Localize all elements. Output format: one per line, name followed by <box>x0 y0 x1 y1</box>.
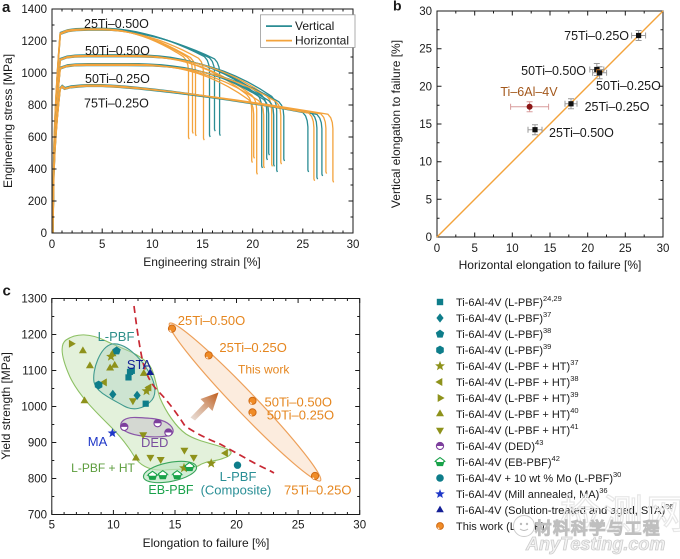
svg-text:600: 600 <box>28 132 47 144</box>
svg-text:25: 25 <box>296 239 309 251</box>
svg-text:Ti-6Al-4V (L-PBF + HT)38: Ti-6Al-4V (L-PBF + HT)38 <box>456 374 579 389</box>
svg-text:0: 0 <box>434 243 440 255</box>
svg-text:1300: 1300 <box>21 294 47 306</box>
svg-text:25Ti–0.50O: 25Ti–0.50O <box>178 313 245 328</box>
svg-text:Engineering strain [%]: Engineering strain [%] <box>143 255 260 269</box>
svg-text:20: 20 <box>419 81 432 93</box>
svg-text:Horizontal: Horizontal <box>295 34 349 48</box>
svg-text:Ti-6Al-4V (L-PBF)39: Ti-6Al-4V (L-PBF)39 <box>456 342 551 357</box>
svg-text:1400: 1400 <box>21 4 47 16</box>
svg-text:Ti-6Al-4V (L-PBF + HT)41: Ti-6Al-4V (L-PBF + HT)41 <box>456 422 579 437</box>
svg-text:L-PBF: L-PBF <box>220 469 257 484</box>
svg-text:400: 400 <box>28 164 47 176</box>
svg-text:25Ti–0.25O: 25Ti–0.25O <box>219 340 286 355</box>
svg-text:5: 5 <box>99 239 105 251</box>
svg-text:10: 10 <box>419 157 432 169</box>
svg-text:AnyTesting.com: AnyTesting.com <box>525 534 665 554</box>
svg-text:5: 5 <box>426 194 432 206</box>
svg-text:L-PBF: L-PBF <box>98 329 135 344</box>
svg-text:50Ti–0.25O: 50Ti–0.25O <box>596 79 661 93</box>
svg-text:检测网: 检测网 <box>560 493 680 537</box>
svg-text:Ti-6Al-4V + 10 wt % Mo (L-PBF): Ti-6Al-4V + 10 wt % Mo (L-PBF)30 <box>456 470 621 485</box>
svg-text:L-PBF + HT: L-PBF + HT <box>71 461 135 475</box>
svg-text:Elongation to failure [%]: Elongation to failure [%] <box>143 536 270 550</box>
svg-text:75Ti–0.25O: 75Ti–0.25O <box>284 483 351 498</box>
svg-text:30: 30 <box>657 243 670 255</box>
svg-text:10: 10 <box>506 243 519 255</box>
svg-text:1200: 1200 <box>21 36 47 48</box>
svg-text:30: 30 <box>347 239 360 251</box>
svg-text:50Ti–0.25O: 50Ti–0.25O <box>267 408 334 423</box>
svg-text:50Ti–0.50O: 50Ti–0.50O <box>521 64 586 78</box>
svg-text:1200: 1200 <box>21 330 47 342</box>
svg-text:Ti-6Al-4V (L-PBF)38: Ti-6Al-4V (L-PBF)38 <box>456 326 551 341</box>
svg-text:5: 5 <box>49 520 55 532</box>
svg-text:25: 25 <box>292 520 305 532</box>
svg-text:Ti-6Al-4V (DED)43: Ti-6Al-4V (DED)43 <box>456 438 543 453</box>
svg-text:DED: DED <box>141 435 168 450</box>
svg-text:50Ti–0.50O: 50Ti–0.50O <box>85 44 150 58</box>
svg-text:Vertical: Vertical <box>295 19 334 33</box>
svg-text:25Ti–0.50O: 25Ti–0.50O <box>549 126 614 140</box>
svg-text:700: 700 <box>28 510 47 522</box>
svg-text:0: 0 <box>41 228 47 240</box>
svg-text:Ti-6Al-4V (EB-PBF)42: Ti-6Al-4V (EB-PBF)42 <box>456 454 560 469</box>
svg-text:15: 15 <box>419 119 432 131</box>
svg-text:STA: STA <box>127 357 152 372</box>
svg-text:20: 20 <box>246 239 259 251</box>
svg-text:25Ti–0.50O: 25Ti–0.50O <box>84 17 149 31</box>
svg-text:25: 25 <box>619 243 632 255</box>
svg-text:材料科学与工程: 材料科学与工程 <box>535 518 661 538</box>
svg-text:1100: 1100 <box>22 366 47 378</box>
svg-text:Ti-6Al-4V (Solution-treated an: Ti-6Al-4V (Solution-treated and aged, ST… <box>456 502 673 517</box>
svg-text:Ti-6Al-4V (L-PBF + HT)40: Ti-6Al-4V (L-PBF + HT)40 <box>456 406 579 421</box>
svg-text:Ti-6Al-4V (Mill annealed, MA)3: Ti-6Al-4V (Mill annealed, MA)36 <box>456 486 608 501</box>
svg-text:0: 0 <box>49 239 55 251</box>
svg-text:25Ti–0.25O: 25Ti–0.25O <box>585 100 650 114</box>
svg-text:800: 800 <box>28 100 47 112</box>
svg-text:50Ti–0.50O: 50Ti–0.50O <box>265 395 332 410</box>
svg-text:Ti–6Al–4V: Ti–6Al–4V <box>500 85 558 99</box>
svg-text:(Composite): (Composite) <box>201 483 272 498</box>
svg-text:c: c <box>3 283 11 300</box>
svg-text:15: 15 <box>544 243 557 255</box>
svg-text:Ti-6Al-4V (L-PBF)37: Ti-6Al-4V (L-PBF)37 <box>456 310 551 325</box>
svg-text:EB-PBF: EB-PBF <box>148 483 194 497</box>
svg-text:Horizontal elongation to failu: Horizontal elongation to failure [%] <box>459 258 642 272</box>
svg-text:75Ti–0.25O: 75Ti–0.25O <box>564 29 629 43</box>
svg-text:10: 10 <box>146 239 159 251</box>
svg-text:10: 10 <box>107 520 120 532</box>
svg-text:20: 20 <box>230 520 243 532</box>
svg-text:1000: 1000 <box>21 402 47 414</box>
svg-text:25: 25 <box>419 44 432 56</box>
svg-text:Engineering stress [MPa]: Engineering stress [MPa] <box>1 54 15 188</box>
svg-text:This work: This work <box>238 363 290 377</box>
svg-text:900: 900 <box>28 438 47 450</box>
svg-text:Yield strength [MPa]: Yield strength [MPa] <box>0 352 13 460</box>
svg-text:30: 30 <box>353 520 366 532</box>
svg-text:30: 30 <box>419 6 432 18</box>
svg-text:75Ti–0.25O: 75Ti–0.25O <box>84 97 149 111</box>
svg-text:Ti-6Al-4V (L-PBF)24,29: Ti-6Al-4V (L-PBF)24,29 <box>456 294 562 309</box>
svg-text:0: 0 <box>426 232 432 244</box>
svg-text:Vertical elongation to failure: Vertical elongation to failure [%] <box>389 40 403 208</box>
svg-text:Ti-6Al-4V (L-PBF + HT)37: Ti-6Al-4V (L-PBF + HT)37 <box>456 358 579 373</box>
svg-text:Ti-6Al-4V (L-PBF + HT)39: Ti-6Al-4V (L-PBF + HT)39 <box>456 390 579 405</box>
svg-text:200: 200 <box>28 196 47 208</box>
svg-text:5: 5 <box>471 243 477 255</box>
svg-text:15: 15 <box>169 520 182 532</box>
svg-text:800: 800 <box>28 474 47 486</box>
svg-text:1000: 1000 <box>21 68 47 80</box>
svg-text:b: b <box>393 0 402 14</box>
svg-text:a: a <box>2 0 11 16</box>
svg-text:15: 15 <box>196 239 209 251</box>
svg-text:50Ti–0.25O: 50Ti–0.25O <box>85 72 150 86</box>
svg-text:MA: MA <box>88 434 108 449</box>
svg-text:20: 20 <box>581 243 594 255</box>
